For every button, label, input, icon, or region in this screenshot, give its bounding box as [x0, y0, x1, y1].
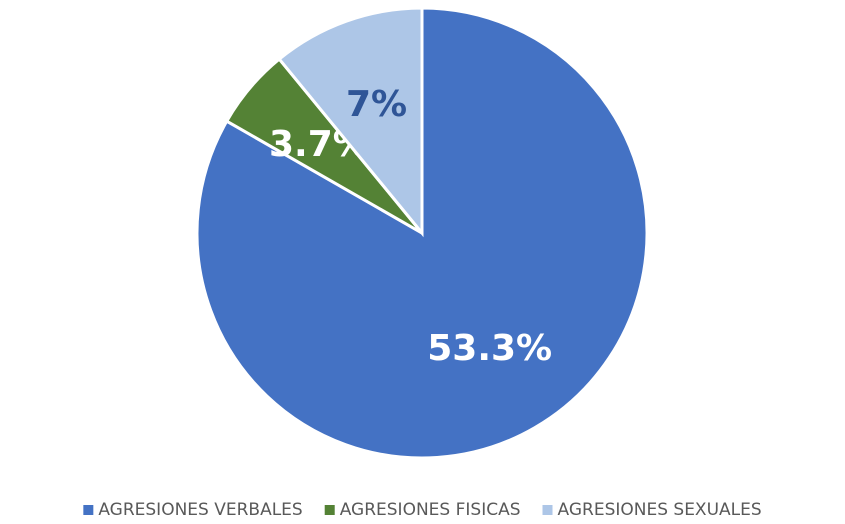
data-label: 53.3%: [427, 328, 552, 369]
legend-label: AGRESIONES SEXUALES: [558, 500, 762, 520]
legend-label: AGRESIONES FISICAS: [340, 500, 521, 520]
legend-swatch: [324, 505, 335, 515]
legend: AGRESIONES VERBALES AGRESIONES FISICAS AGR…: [83, 500, 762, 520]
legend-swatch: [83, 505, 94, 515]
legend-swatch: [542, 505, 553, 515]
pie-slice: [277, 6, 424, 238]
data-label: 7%: [346, 84, 407, 125]
legend-label: AGRESIONES VERBALES: [98, 500, 302, 520]
